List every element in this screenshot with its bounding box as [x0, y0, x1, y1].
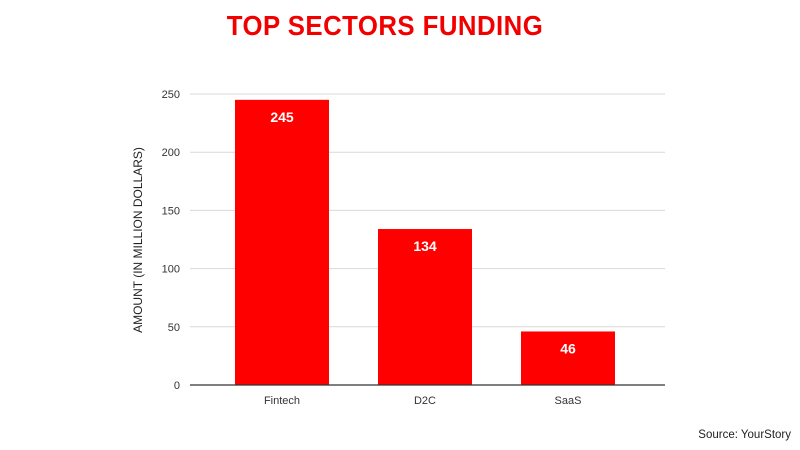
data-label-d2c: 134 [413, 238, 437, 254]
bar-d2c [378, 229, 472, 385]
labels: 0 50 100 150 200 250 245 Fintech 134 D2C 46 SaaS [162, 89, 582, 407]
x-tick-label-fintech: Fintech [264, 395, 300, 407]
bar-saas [521, 331, 615, 385]
y-tick-label-200: 200 [162, 147, 180, 159]
y-tick-label-150: 150 [162, 205, 180, 217]
y-tick-label-0: 0 [174, 380, 180, 392]
source-note: Source: YourStory [698, 429, 791, 441]
y-tick-label-250: 250 [162, 89, 180, 101]
x-tick-label-saas: SaaS [555, 395, 582, 407]
chart-title: TOP SECTORS FUNDING [226, 10, 544, 41]
y-tick-label-100: 100 [162, 264, 180, 276]
data-label-saas: 46 [560, 340, 576, 356]
bar-fintech [235, 99, 329, 385]
data-label-fintech: 245 [270, 109, 294, 125]
x-tick-label-d2c: D2C [414, 395, 436, 407]
bars [235, 99, 615, 385]
y-tick-label-50: 50 [168, 322, 180, 334]
